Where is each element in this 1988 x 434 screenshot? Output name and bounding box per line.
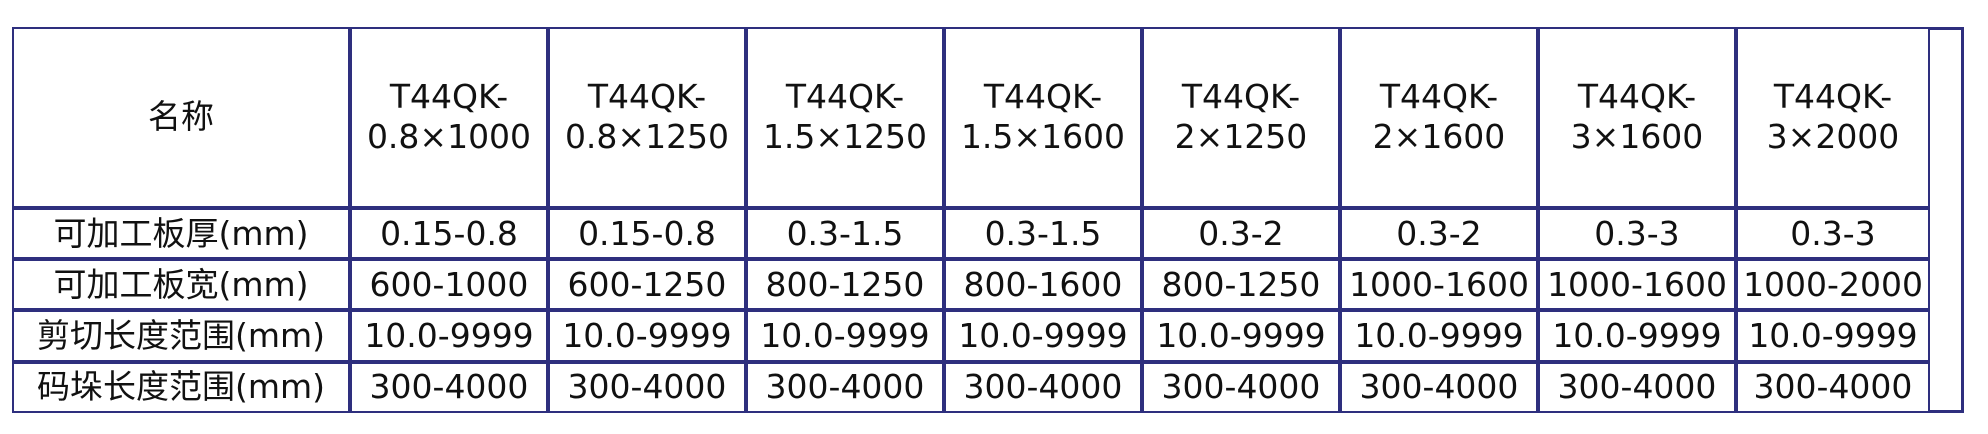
table-cell: 10.0-9999	[1340, 310, 1538, 362]
table-cell: 10.0-9999	[746, 310, 944, 362]
table-cell: 1000-2000	[1736, 259, 1930, 311]
model-name-size: 3×2000	[1766, 117, 1900, 157]
model-name-prefix: T44QK-	[983, 77, 1103, 117]
table-cell: 300-4000	[1142, 361, 1340, 413]
table-cell: 1000-1600	[1538, 259, 1736, 311]
table-cell: 300-4000	[746, 361, 944, 413]
table-cell: 300-4000	[1538, 361, 1736, 413]
model-header: T44QK- 0.8×1000	[350, 27, 548, 208]
model-name-prefix: T44QK-	[1773, 77, 1893, 117]
model-name-prefix: T44QK-	[785, 77, 905, 117]
table-cell: 600-1250	[548, 259, 746, 311]
table-cell: 1000-1600	[1340, 259, 1538, 311]
table-cell: 10.0-9999	[350, 310, 548, 362]
table-cell: 10.0-9999	[548, 310, 746, 362]
model-header: T44QK- 2×1600	[1340, 27, 1538, 208]
row-label: 剪切长度范围(mm)	[12, 310, 350, 362]
model-name-prefix: T44QK-	[1577, 77, 1697, 117]
row-label: 可加工板宽(mm)	[12, 259, 350, 311]
table-cell: 0.3-1.5	[746, 207, 944, 260]
table-right-strip	[1930, 27, 1964, 413]
model-name-size: 1.5×1250	[762, 117, 928, 157]
table-cell: 0.3-2	[1142, 207, 1340, 260]
table-cell: 300-4000	[1340, 361, 1538, 413]
table-cell: 10.0-9999	[944, 310, 1142, 362]
model-name-size: 0.8×1000	[366, 117, 532, 157]
table-cell: 300-4000	[944, 361, 1142, 413]
table-cell: 0.3-2	[1340, 207, 1538, 260]
table-cell: 0.15-0.8	[548, 207, 746, 260]
model-name-size: 2×1250	[1174, 117, 1308, 157]
name-header-label: 名称	[148, 97, 214, 137]
table-cell: 300-4000	[350, 361, 548, 413]
table-cell: 800-1250	[746, 259, 944, 311]
table-cell: 0.3-3	[1736, 207, 1930, 260]
table-cell: 300-4000	[1736, 361, 1930, 413]
model-header: T44QK- 0.8×1250	[548, 27, 746, 208]
table-cell: 0.3-3	[1538, 207, 1736, 260]
model-header: T44QK- 2×1250	[1142, 27, 1340, 208]
model-name-size: 2×1600	[1372, 117, 1506, 157]
table-row: 可加工板厚(mm) 0.15-0.8 0.15-0.8 0.3-1.5 0.3-…	[12, 207, 1930, 260]
model-name-prefix: T44QK-	[587, 77, 707, 117]
model-header: T44QK- 1.5×1250	[746, 27, 944, 208]
table-cell: 10.0-9999	[1736, 310, 1930, 362]
model-name-size: 0.8×1250	[564, 117, 730, 157]
table-row: 剪切长度范围(mm) 10.0-9999 10.0-9999 10.0-9999…	[12, 310, 1930, 362]
header-row: 名称 T44QK- 0.8×1000 T44QK- 0.8×1250 T44QK- 1…	[12, 27, 1930, 208]
model-name-prefix: T44QK-	[389, 77, 509, 117]
model-header: T44QK- 1.5×1600	[944, 27, 1142, 208]
table-cell: 300-4000	[548, 361, 746, 413]
model-name-prefix: T44QK-	[1181, 77, 1301, 117]
row-label: 可加工板厚(mm)	[12, 207, 350, 260]
table-cell: 10.0-9999	[1538, 310, 1736, 362]
table-row: 码垛长度范围(mm) 300-4000 300-4000 300-4000 30…	[12, 361, 1930, 413]
model-name-size: 1.5×1600	[960, 117, 1126, 157]
name-header: 名称	[12, 27, 350, 208]
model-header: T44QK- 3×2000	[1736, 27, 1930, 208]
model-name-size: 3×1600	[1570, 117, 1704, 157]
table-cell: 600-1000	[350, 259, 548, 311]
table-cell: 800-1250	[1142, 259, 1340, 311]
row-label: 码垛长度范围(mm)	[12, 361, 350, 413]
model-name-prefix: T44QK-	[1379, 77, 1499, 117]
model-header: T44QK- 3×1600	[1538, 27, 1736, 208]
spec-table: 名称 T44QK- 0.8×1000 T44QK- 0.8×1250 T44QK- 1…	[12, 27, 1930, 413]
table-row: 可加工板宽(mm) 600-1000 600-1250 800-1250 800…	[12, 259, 1930, 311]
table-cell: 10.0-9999	[1142, 310, 1340, 362]
table-cell: 0.15-0.8	[350, 207, 548, 260]
table-cell: 800-1600	[944, 259, 1142, 311]
table-cell: 0.3-1.5	[944, 207, 1142, 260]
